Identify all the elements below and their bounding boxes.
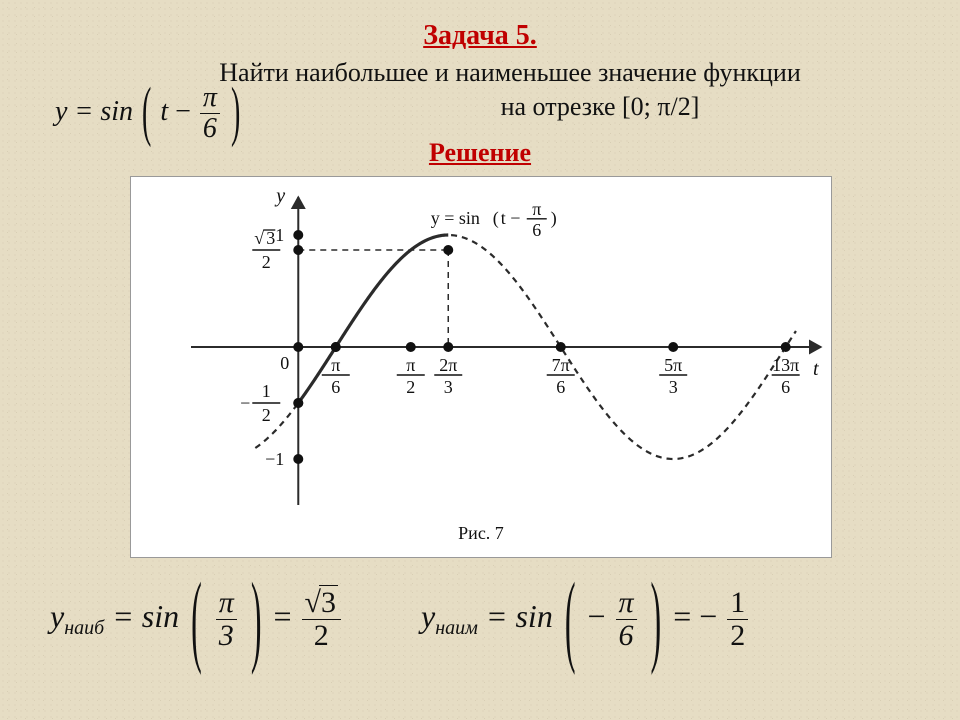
svg-text:2: 2 — [262, 252, 271, 272]
svg-text:t: t — [813, 358, 819, 380]
svg-text:y = sin: y = sin — [431, 208, 480, 228]
svg-text:2: 2 — [406, 377, 415, 397]
sqrt-icon: 3 — [305, 588, 338, 618]
svg-text:3: 3 — [266, 228, 275, 248]
max-subscript: наиб — [64, 617, 104, 639]
max-arg-frac: π 3 — [216, 588, 237, 651]
problem-interval: на отрезке [0; π/2] — [300, 92, 900, 122]
rparen-icon: ) — [651, 560, 662, 678]
eq-sin: = sin — [112, 598, 179, 634]
svg-text:1: 1 — [262, 381, 271, 401]
solution-label: Решение — [0, 138, 960, 168]
svg-text:y: y — [274, 185, 285, 207]
minus-sign: − — [699, 598, 717, 634]
func-var-t: t — [160, 96, 168, 127]
svg-text:√: √ — [254, 228, 264, 248]
den: 6 — [616, 619, 637, 651]
den: 3 — [216, 619, 237, 651]
svg-text:−: − — [240, 393, 250, 413]
max-val-frac: 3 2 — [302, 588, 341, 651]
svg-text:6: 6 — [331, 377, 340, 397]
func-lhs: y = sin — [55, 96, 133, 127]
equals: = — [673, 598, 699, 634]
min-subscript: наим — [435, 617, 478, 639]
svg-text:): ) — [551, 208, 557, 229]
answers-row: yнаиб = sin ( π 3 ) = 3 2 yнаим = sin ( … — [50, 588, 750, 651]
num: π — [616, 588, 637, 619]
svg-text:6: 6 — [532, 220, 541, 240]
svg-text:2: 2 — [262, 405, 271, 425]
min-val-frac: 1 2 — [727, 588, 748, 651]
problem-title: Задача 5. — [0, 20, 960, 52]
y-label: y — [421, 598, 435, 634]
svg-text:(: ( — [493, 208, 499, 229]
svg-text:13π: 13π — [772, 355, 799, 375]
svg-text:π: π — [406, 355, 415, 375]
den: 2 — [302, 619, 341, 651]
num: 3 — [302, 588, 341, 619]
svg-text:Рис. 7: Рис. 7 — [458, 523, 504, 543]
svg-text:π: π — [532, 199, 541, 219]
svg-text:2π: 2π — [439, 355, 457, 375]
func-fraction: π 6 — [200, 84, 220, 143]
svg-text:t −: t − — [501, 208, 521, 228]
svg-text:1: 1 — [275, 225, 284, 245]
svg-text:0: 0 — [280, 353, 289, 373]
lparen-icon: ( — [191, 560, 202, 678]
svg-text:6: 6 — [556, 377, 565, 397]
equals: = — [273, 598, 299, 634]
rparen-icon: ) — [251, 560, 262, 678]
svg-text:3: 3 — [669, 377, 678, 397]
min-arg-frac: π 6 — [616, 588, 637, 651]
minus-sign: − — [175, 96, 191, 127]
den: 2 — [727, 619, 748, 651]
svg-text:7π: 7π — [552, 355, 570, 375]
function-chart: yt0π6π22π37π65π313π61√32−12−1y = sin(t −… — [130, 176, 832, 558]
minus-sign: − — [587, 598, 605, 634]
answer-min: yнаим = sin ( − π 6 ) = − 1 2 — [421, 588, 750, 651]
svg-text:5π: 5π — [664, 355, 682, 375]
num: 1 — [727, 588, 748, 619]
problem-function: y = sin ( t − π 6 ) — [55, 84, 242, 143]
svg-text:π: π — [331, 355, 340, 375]
lparen-icon: ( — [565, 560, 576, 678]
num: π — [216, 588, 237, 619]
svg-text:6: 6 — [781, 377, 790, 397]
svg-text:3: 3 — [444, 377, 453, 397]
answer-max: yнаиб = sin ( π 3 ) = 3 2 — [50, 588, 343, 651]
svg-text:−1: −1 — [265, 449, 284, 469]
func-frac-num: π — [200, 84, 220, 113]
eq-sin: = sin — [486, 598, 553, 634]
y-label: y — [50, 598, 64, 634]
